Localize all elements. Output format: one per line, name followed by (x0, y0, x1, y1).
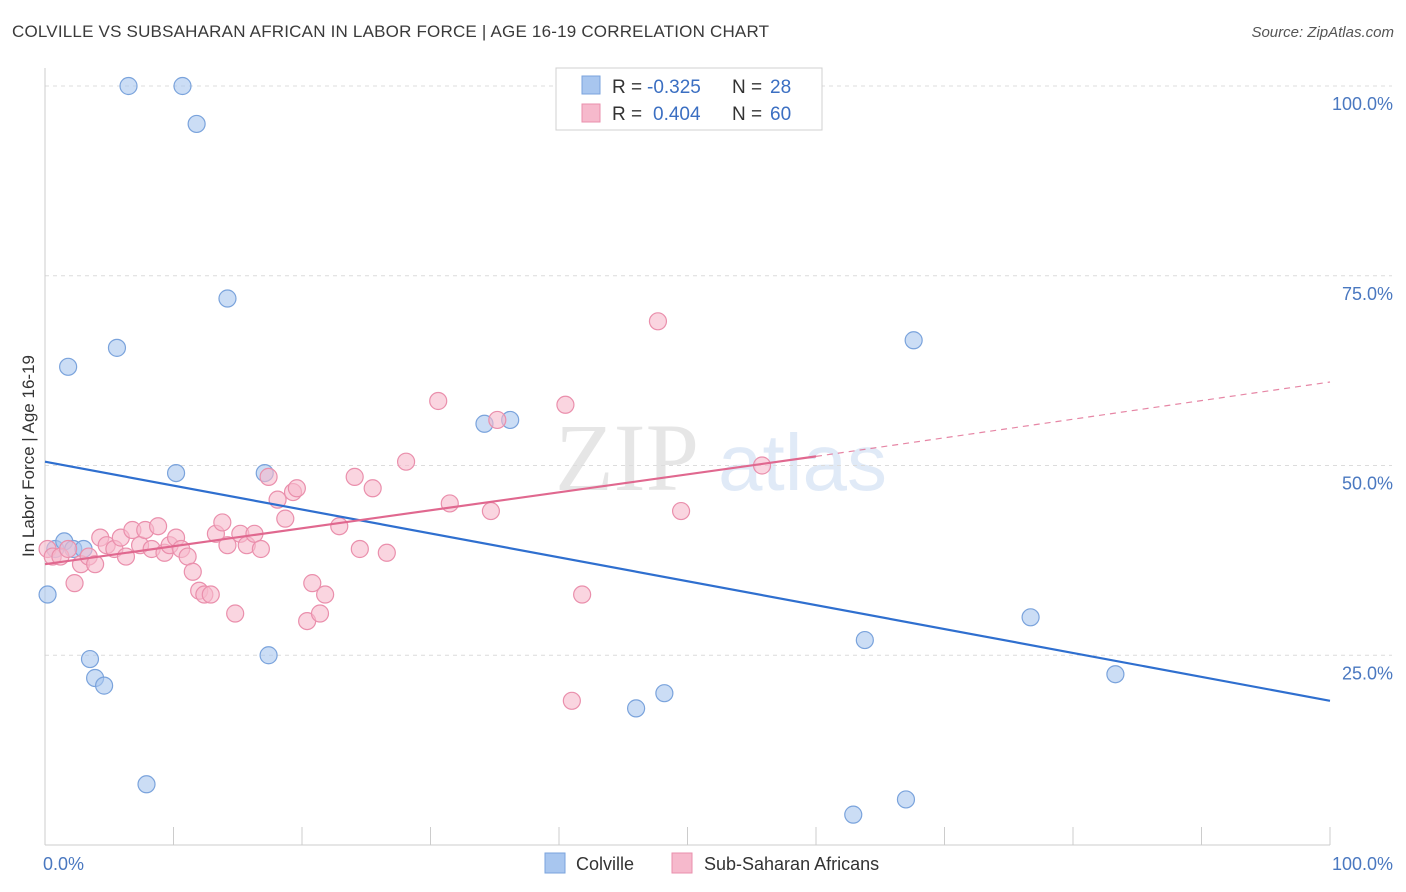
subsaharan-point-54 (556, 395, 575, 414)
colville-point-23 (1021, 608, 1040, 627)
colville-point-22 (855, 630, 874, 650)
source-label: Source: ZipAtlas.com (1251, 24, 1394, 41)
series-legend: Colville Sub-Saharan Africans (544, 852, 879, 874)
subsaharan-point-37 (276, 509, 295, 528)
colville-point-26 (844, 805, 863, 824)
colville-point-25 (137, 775, 156, 794)
subsaharan-point-52 (481, 501, 500, 521)
watermark-zip: ZIP (555, 404, 699, 511)
subsaharan-point-48 (377, 543, 396, 562)
watermark-atlas: atlas (718, 418, 887, 507)
legend-n-value-subsaharan: 60 (770, 104, 791, 125)
subsaharan-point-35 (259, 467, 278, 486)
axes (44, 68, 1331, 846)
subsaharan-trend-line (44, 455, 817, 566)
subsaharan-point-12 (116, 547, 136, 566)
bottom-legend-label-colville: Colville (576, 854, 634, 874)
correlation-legend: R = -0.325 N = 28 R = 0.404 N = 60 (555, 67, 823, 131)
legend-n-label-subsaharan: N = (732, 104, 762, 125)
subsaharan-point-57 (648, 312, 668, 331)
colville-point-18 (95, 676, 114, 695)
subsaharan-point-4 (65, 574, 84, 593)
subsaharan-point-49 (396, 452, 416, 471)
colville-point-9 (166, 463, 186, 483)
subsaharan-point-26 (201, 585, 220, 604)
colville-point-20 (626, 699, 646, 718)
subsaharan-point-53 (488, 410, 507, 430)
colville-point-21 (655, 684, 674, 703)
legend-r-label-colville: R = (612, 77, 642, 98)
y-axis-label: In Labor Force | Age 16-19 (19, 355, 38, 557)
subsaharan-point-46 (350, 539, 369, 559)
subsaharan-point-47 (363, 479, 382, 498)
y-tick-label-0: 25.0% (1342, 663, 1393, 683)
subsaharan-point-45 (345, 467, 364, 486)
subsaharan-trend-extension (815, 381, 1331, 457)
subsaharan-point-39 (287, 479, 306, 498)
colville-trend-line (44, 460, 1331, 702)
x-tick-label-1: 100.0% (1332, 854, 1393, 874)
subsaharan-point-44 (330, 517, 349, 536)
series-subsaharan-points (38, 312, 772, 710)
colville-point-15 (38, 585, 57, 604)
chart-title: COLVILLE VS SUBSAHARAN AFRICAN IN LABOR … (12, 22, 770, 41)
colville-point-4 (107, 338, 127, 357)
legend-n-value-colville: 28 (770, 77, 791, 98)
bottom-legend-swatch-subsaharan (671, 852, 693, 874)
subsaharan-point-23 (183, 562, 202, 581)
y-tick-label-3: 100.0% (1332, 94, 1393, 114)
subsaharan-point-41 (303, 574, 322, 593)
legend-swatch-subsaharan (581, 103, 601, 123)
x-tick-label-0: 0.0% (43, 854, 84, 874)
subsaharan-point-7 (86, 555, 105, 574)
legend-n-label-colville: N = (732, 77, 762, 98)
legend-swatch-colville (581, 75, 601, 95)
colville-point-24 (1106, 665, 1125, 684)
subsaharan-point-22 (178, 547, 197, 566)
subsaharan-point-42 (310, 604, 330, 623)
subsaharan-point-50 (429, 391, 448, 411)
bottom-legend-label-subsaharan: Sub-Saharan Africans (704, 854, 879, 874)
subsaharan-point-34 (251, 539, 270, 559)
watermark: ZIP atlas (555, 404, 887, 511)
colville-point-3 (218, 289, 237, 308)
colville-point-2 (187, 114, 206, 134)
colville-point-19 (259, 646, 278, 665)
subsaharan-point-30 (226, 604, 245, 623)
colville-point-1 (173, 76, 192, 96)
legend-r-value-colville: -0.325 (647, 77, 701, 98)
subsaharan-point-55 (562, 691, 581, 710)
colville-point-5 (59, 357, 78, 376)
subsaharan-point-58 (671, 501, 691, 521)
legend-r-label-subsaharan: R = (612, 104, 642, 125)
trend-lines (44, 381, 1331, 702)
x-tick-labels: 0.0% 100.0% (43, 854, 1393, 874)
gridlines (45, 85, 1392, 656)
colville-point-0 (119, 76, 138, 96)
y-tick-label-1: 50.0% (1342, 474, 1393, 494)
series-colville-points (38, 76, 1125, 824)
legend-r-value-subsaharan: 0.404 (653, 104, 701, 125)
colville-point-6 (904, 331, 923, 350)
colville-point-16 (80, 649, 100, 669)
bottom-legend-swatch-colville (544, 852, 566, 874)
subsaharan-point-43 (316, 585, 335, 604)
subsaharan-point-56 (573, 585, 592, 604)
subsaharan-point-17 (148, 517, 168, 536)
subsaharan-point-29 (218, 536, 237, 555)
y-tick-labels: 25.0% 50.0% 75.0% 100.0% (1332, 94, 1393, 683)
subsaharan-point-28 (213, 513, 232, 532)
y-tick-label-2: 75.0% (1342, 284, 1393, 304)
subsaharan-point-3 (59, 539, 78, 559)
colville-point-27 (896, 790, 916, 809)
